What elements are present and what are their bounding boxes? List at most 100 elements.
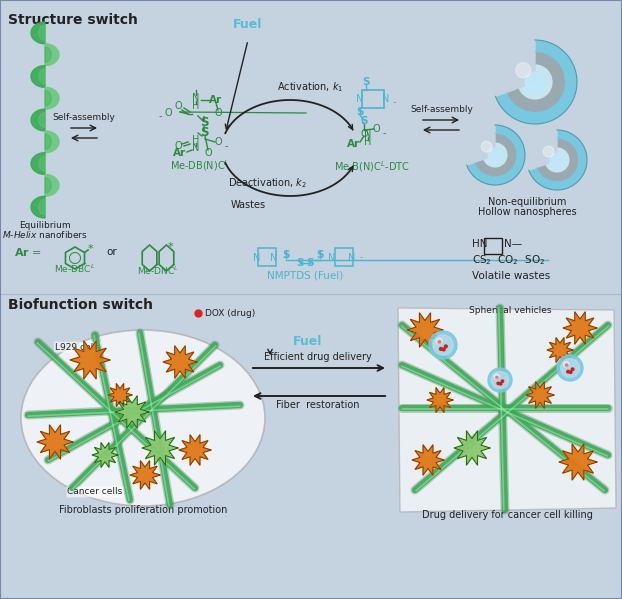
Polygon shape — [45, 134, 51, 149]
Circle shape — [544, 147, 570, 173]
Text: Fibroblasts proliferation promotion: Fibroblasts proliferation promotion — [59, 505, 227, 515]
Text: S: S — [360, 116, 368, 126]
Polygon shape — [130, 461, 160, 489]
Polygon shape — [31, 153, 45, 174]
Polygon shape — [179, 435, 211, 465]
Bar — [484, 238, 502, 254]
Text: Self-assembly: Self-assembly — [53, 113, 116, 122]
Text: or: or — [106, 247, 118, 257]
Polygon shape — [39, 25, 45, 41]
Polygon shape — [526, 129, 557, 171]
Circle shape — [473, 134, 517, 177]
Circle shape — [465, 125, 525, 185]
Polygon shape — [45, 178, 51, 193]
Circle shape — [488, 148, 502, 162]
Text: N: N — [253, 253, 261, 263]
Text: Fuel: Fuel — [233, 18, 262, 31]
Polygon shape — [45, 44, 59, 65]
Text: Drug delivery for cancer cell killing: Drug delivery for cancer cell killing — [422, 510, 592, 520]
Polygon shape — [31, 109, 45, 131]
Polygon shape — [563, 312, 597, 344]
Polygon shape — [31, 196, 45, 218]
Polygon shape — [465, 125, 495, 165]
Circle shape — [499, 383, 502, 385]
Text: Non-equilibrium: Non-equilibrium — [488, 197, 566, 207]
Polygon shape — [39, 156, 45, 171]
Polygon shape — [526, 382, 554, 409]
Text: S: S — [362, 77, 369, 87]
Text: N: N — [192, 143, 200, 153]
Circle shape — [527, 130, 587, 190]
Circle shape — [567, 370, 569, 373]
Polygon shape — [31, 65, 45, 87]
Circle shape — [444, 345, 447, 348]
Text: Ar: Ar — [348, 139, 361, 149]
Text: Ar: Ar — [174, 148, 187, 158]
Text: Activation, $k_1$: Activation, $k_1$ — [277, 80, 343, 94]
Text: O: O — [174, 101, 182, 111]
Text: HN: HN — [472, 239, 488, 249]
Polygon shape — [45, 87, 59, 109]
Text: Me-B(N)C$^L$-DTC: Me-B(N)C$^L$-DTC — [334, 159, 410, 174]
Text: S: S — [356, 107, 364, 117]
Text: -: - — [360, 253, 363, 262]
Polygon shape — [39, 113, 45, 128]
Text: O: O — [360, 129, 368, 139]
Text: S: S — [316, 250, 323, 260]
Polygon shape — [427, 388, 453, 412]
Bar — [362, 90, 384, 108]
Circle shape — [496, 376, 498, 379]
Polygon shape — [39, 199, 45, 214]
Polygon shape — [92, 443, 118, 467]
Text: H: H — [192, 101, 200, 111]
Text: S: S — [200, 116, 208, 129]
Text: Spherical vehicles: Spherical vehicles — [469, 306, 551, 315]
Text: Equilibrium: Equilibrium — [19, 221, 71, 230]
Text: S: S — [306, 258, 313, 268]
Circle shape — [569, 371, 572, 373]
Polygon shape — [108, 383, 132, 406]
Text: $M$-$Helix$ nanofibers: $M$-$Helix$ nanofibers — [2, 229, 88, 240]
Polygon shape — [163, 346, 197, 378]
Circle shape — [550, 153, 564, 167]
Circle shape — [543, 146, 554, 157]
Text: N: N — [271, 253, 277, 263]
Text: L929 cells: L929 cells — [55, 343, 101, 352]
Text: Self-assembly: Self-assembly — [411, 105, 473, 114]
Text: Biofunction switch: Biofunction switch — [8, 298, 153, 312]
Circle shape — [436, 338, 442, 344]
Text: Structure switch: Structure switch — [8, 13, 138, 27]
Circle shape — [516, 63, 531, 78]
Circle shape — [564, 362, 569, 367]
Text: H: H — [192, 135, 200, 145]
Text: *: * — [168, 242, 174, 252]
Text: O: O — [372, 124, 380, 134]
Circle shape — [481, 141, 492, 152]
Text: Deactivation, $k_2$: Deactivation, $k_2$ — [228, 176, 308, 190]
Text: Volatile wastes: Volatile wastes — [472, 271, 550, 281]
Circle shape — [493, 40, 577, 124]
Polygon shape — [31, 22, 45, 44]
Text: N: N — [383, 94, 390, 104]
Polygon shape — [547, 338, 573, 362]
Text: N: N — [192, 93, 200, 103]
Text: -: - — [158, 111, 162, 121]
Text: N: N — [364, 129, 372, 139]
Circle shape — [518, 64, 552, 99]
Circle shape — [497, 382, 499, 385]
Text: -: - — [282, 253, 285, 262]
Circle shape — [526, 72, 545, 92]
Circle shape — [442, 348, 445, 351]
Polygon shape — [45, 47, 51, 62]
Circle shape — [536, 138, 578, 181]
Circle shape — [488, 368, 512, 392]
Circle shape — [433, 335, 453, 355]
Text: $\bf{Ar}$ =: $\bf{Ar}$ = — [14, 246, 42, 258]
Polygon shape — [412, 445, 444, 475]
Text: Fuel: Fuel — [294, 335, 323, 348]
Text: NMPTDS (Fuel): NMPTDS (Fuel) — [267, 271, 343, 281]
Circle shape — [440, 347, 442, 350]
Bar — [335, 248, 353, 266]
Text: Wastes: Wastes — [230, 200, 266, 210]
Text: H: H — [364, 137, 372, 147]
